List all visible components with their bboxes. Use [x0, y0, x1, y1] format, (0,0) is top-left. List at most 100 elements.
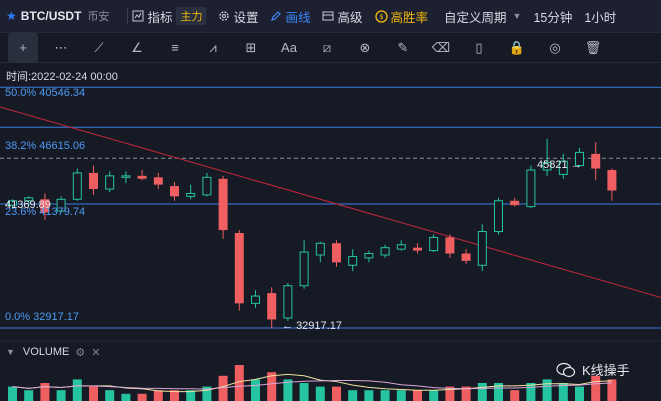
hour-label: 1小时: [584, 10, 617, 25]
lock-icon[interactable]: 🔒: [508, 39, 526, 55]
symbol-name[interactable]: BTC/USDT: [20, 9, 82, 23]
high-price-label: 45821 →: [537, 159, 582, 171]
collapse-icon[interactable]: ▼: [6, 347, 15, 357]
volume-bar: [283, 379, 293, 401]
current-price-label: 41369.89: [5, 199, 51, 211]
volume-bar: [234, 365, 244, 401]
volume-bar: [461, 386, 471, 401]
winrate-label: 高胜率: [390, 10, 429, 25]
delete-icon[interactable]: 🗑: [584, 39, 602, 55]
volume-pane-header: ▼ VOLUME ⚙ ✕: [0, 342, 661, 362]
interval-1h-button[interactable]: 1小时: [584, 7, 616, 26]
svg-text:$: $: [379, 13, 383, 21]
volume-bar: [607, 379, 617, 401]
indicator-label: 指标: [147, 10, 173, 25]
winrate-button[interactable]: $ 高胜率: [374, 7, 429, 26]
volume-bar: [575, 386, 584, 401]
candle-body: [218, 178, 228, 231]
volume-bar: [380, 390, 390, 401]
settings-label: 设置: [233, 10, 259, 25]
volume-bar: [396, 390, 406, 401]
candle-body: [364, 253, 374, 259]
fib-level-0-label: 0.0% 32917.17: [5, 311, 80, 323]
candle-body: [526, 169, 536, 208]
volume-bar: [364, 390, 374, 401]
interval-15m-button[interactable]: 15分钟: [533, 7, 572, 26]
candle-body: [591, 153, 601, 169]
angle-icon[interactable]: ∠: [131, 39, 143, 55]
wave-icon[interactable]: ⩘: [209, 39, 217, 55]
settings-button[interactable]: 设置: [218, 7, 258, 26]
candle-body: [315, 242, 325, 256]
volume-bar: [105, 390, 115, 401]
candle-body: [170, 186, 179, 197]
candle-body: [510, 200, 520, 206]
interval-label: 15分钟: [533, 10, 573, 25]
chevron-down-icon: ▼: [512, 11, 522, 21]
star-icon[interactable]: ★: [6, 9, 17, 23]
candle-body: [477, 231, 487, 266]
candles-icon[interactable]: ▯: [475, 39, 483, 55]
gear-icon[interactable]: ⚙: [75, 346, 86, 359]
volume-bar: [267, 372, 277, 401]
volume-bar: [251, 379, 260, 401]
candle-body: [494, 200, 503, 233]
crosshair-icon[interactable]: +: [8, 32, 38, 63]
volume-bar: [315, 386, 325, 401]
main-badge: 主力: [176, 7, 207, 25]
candle-body: [299, 251, 309, 287]
fib-level-38-label: 38.2% 46615.06: [5, 140, 86, 152]
candle-body: [251, 295, 260, 304]
candle-body: [558, 160, 568, 175]
pen-icon: [271, 11, 282, 21]
add-box-icon[interactable]: ⊞: [245, 39, 257, 55]
volume-bar: [429, 390, 439, 401]
time-readout: 时间:2022-02-24 00:00: [6, 71, 118, 83]
volume-bar: [170, 390, 179, 401]
volume-bar: [558, 383, 568, 401]
measure-icon[interactable]: ⧄: [322, 39, 332, 55]
candle-body: [105, 175, 115, 190]
volume-bar: [40, 383, 50, 401]
close-icon[interactable]: ✕: [91, 346, 101, 359]
candle-body: [72, 172, 82, 200]
candle-body: [413, 247, 422, 251]
volume-ma-line: [12, 379, 612, 390]
advanced-button[interactable]: 高级: [322, 7, 363, 26]
candlestick-chart[interactable]: [0, 63, 661, 401]
eraser-icon[interactable]: ⌫: [431, 39, 451, 55]
candle-body: [89, 172, 98, 190]
low-price-label: ← 32917.17: [282, 320, 342, 332]
fib-level-23-label: 23.6% 41379.74: [5, 206, 86, 218]
volume-bar: [72, 379, 82, 401]
volume-bar: [494, 383, 503, 401]
text-icon[interactable]: Aa: [281, 40, 297, 55]
candle-body: [234, 233, 244, 304]
watermark-text: K线操手: [582, 363, 630, 378]
candle-body: [348, 255, 358, 266]
wechat-icon: [556, 362, 576, 377]
brush-icon[interactable]: ✎: [397, 39, 409, 55]
trendline-icon[interactable]: ⟋: [94, 39, 104, 55]
indicator-button[interactable]: 指标 主力: [132, 7, 207, 26]
volume-bar: [8, 386, 17, 401]
candle-body: [542, 162, 552, 171]
magnet-icon[interactable]: ⊗: [359, 39, 371, 55]
volume-bar: [24, 390, 34, 401]
horizontal-lines-icon[interactable]: ≡: [171, 40, 179, 55]
volume-bar: [445, 386, 455, 401]
volume-bar: [348, 390, 358, 401]
custom-period-button[interactable]: 自定义周期 ▼: [444, 7, 521, 26]
candle-body: [461, 253, 471, 261]
candle-body: [445, 237, 455, 254]
volume-bar: [542, 379, 552, 401]
divider: [127, 8, 129, 24]
draw-label: 画线: [285, 10, 311, 25]
candle-body: [24, 197, 34, 202]
draw-button[interactable]: 画线: [270, 7, 310, 26]
volume-bar: [153, 390, 163, 401]
volume-bar: [510, 390, 520, 401]
ruler-icon[interactable]: ⋯: [54, 39, 68, 55]
volume-bar: [202, 386, 212, 401]
eye-icon[interactable]: ◎: [549, 39, 561, 55]
